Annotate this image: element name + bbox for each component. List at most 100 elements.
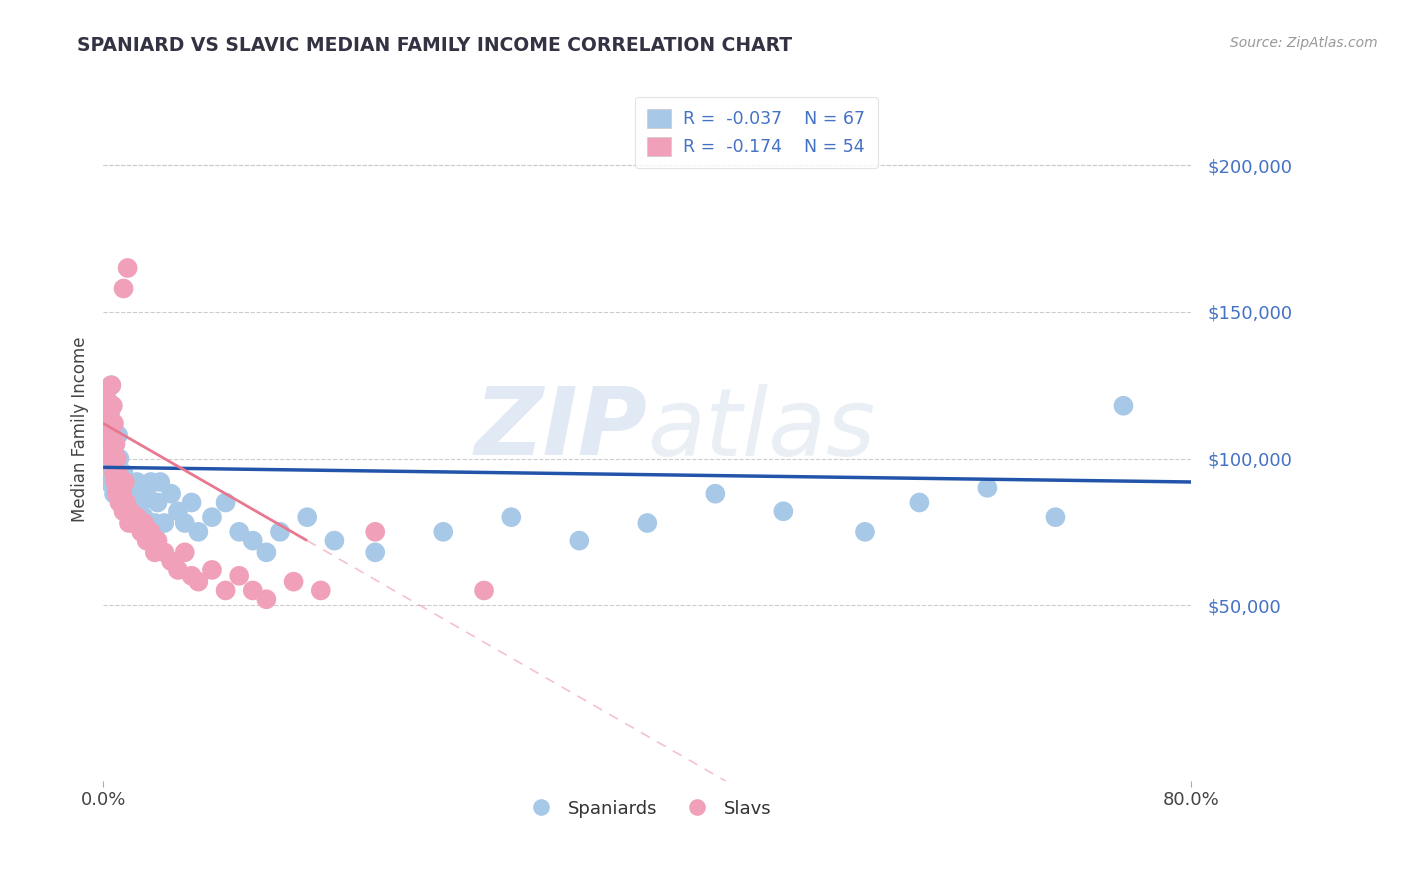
Point xyxy=(117,504,139,518)
Point xyxy=(104,475,127,489)
Point xyxy=(112,504,135,518)
Point xyxy=(364,524,387,539)
Point xyxy=(214,583,236,598)
Point xyxy=(101,399,124,413)
Point xyxy=(122,516,145,530)
Point xyxy=(149,475,172,489)
Point xyxy=(110,475,132,489)
Point xyxy=(242,583,264,598)
Point xyxy=(309,583,332,598)
Point xyxy=(501,510,523,524)
Point xyxy=(143,545,166,559)
Point xyxy=(127,510,149,524)
Point xyxy=(118,481,141,495)
Point xyxy=(98,408,121,422)
Point xyxy=(108,481,131,495)
Point xyxy=(132,516,155,530)
Point xyxy=(96,392,118,407)
Point xyxy=(1112,399,1135,413)
Point xyxy=(146,495,169,509)
Point xyxy=(160,486,183,500)
Point xyxy=(214,495,236,509)
Point xyxy=(772,504,794,518)
Point xyxy=(97,475,120,489)
Text: atlas: atlas xyxy=(647,384,876,475)
Point xyxy=(97,399,120,413)
Point xyxy=(93,422,115,436)
Point xyxy=(93,466,115,480)
Point xyxy=(103,486,125,500)
Point xyxy=(94,437,117,451)
Point xyxy=(105,475,128,489)
Point xyxy=(107,428,129,442)
Point xyxy=(153,545,176,559)
Point xyxy=(129,524,152,539)
Point xyxy=(160,554,183,568)
Point xyxy=(115,495,138,509)
Point xyxy=(132,510,155,524)
Point xyxy=(97,417,120,431)
Point xyxy=(269,524,291,539)
Point xyxy=(100,437,122,451)
Text: SPANIARD VS SLAVIC MEDIAN FAMILY INCOME CORRELATION CHART: SPANIARD VS SLAVIC MEDIAN FAMILY INCOME … xyxy=(77,36,793,54)
Point xyxy=(122,486,145,500)
Point xyxy=(472,583,495,598)
Point xyxy=(201,510,224,524)
Point xyxy=(94,408,117,422)
Point xyxy=(96,428,118,442)
Point xyxy=(135,486,157,500)
Point xyxy=(110,466,132,480)
Point xyxy=(254,592,277,607)
Point xyxy=(167,563,190,577)
Point xyxy=(112,281,135,295)
Point xyxy=(94,451,117,466)
Point xyxy=(114,475,136,489)
Point xyxy=(568,533,591,548)
Point xyxy=(104,466,127,480)
Point xyxy=(143,516,166,530)
Point xyxy=(98,422,121,436)
Point xyxy=(94,437,117,451)
Point xyxy=(112,495,135,509)
Point xyxy=(976,481,998,495)
Point xyxy=(105,458,128,472)
Point xyxy=(111,486,134,500)
Point xyxy=(97,408,120,422)
Point xyxy=(117,260,139,275)
Point xyxy=(128,516,150,530)
Point xyxy=(364,545,387,559)
Point xyxy=(167,504,190,518)
Point xyxy=(98,437,121,451)
Point xyxy=(101,466,124,480)
Point xyxy=(228,569,250,583)
Point xyxy=(107,466,129,480)
Point xyxy=(105,451,128,466)
Text: Source: ZipAtlas.com: Source: ZipAtlas.com xyxy=(1230,36,1378,50)
Point xyxy=(139,475,162,489)
Point xyxy=(254,545,277,559)
Point xyxy=(100,428,122,442)
Point xyxy=(108,451,131,466)
Point xyxy=(146,533,169,548)
Point xyxy=(139,524,162,539)
Point xyxy=(636,516,658,530)
Point xyxy=(432,524,454,539)
Point xyxy=(103,417,125,431)
Point xyxy=(104,437,127,451)
Point xyxy=(323,533,346,548)
Point xyxy=(180,495,202,509)
Point xyxy=(242,533,264,548)
Point xyxy=(103,451,125,466)
Point xyxy=(120,504,142,518)
Point xyxy=(103,466,125,480)
Point xyxy=(1045,510,1067,524)
Point xyxy=(105,486,128,500)
Point xyxy=(108,481,131,495)
Point xyxy=(108,495,131,509)
Point xyxy=(173,545,195,559)
Point xyxy=(129,495,152,509)
Point xyxy=(187,524,209,539)
Point xyxy=(180,569,202,583)
Point xyxy=(127,475,149,489)
Point xyxy=(295,510,318,524)
